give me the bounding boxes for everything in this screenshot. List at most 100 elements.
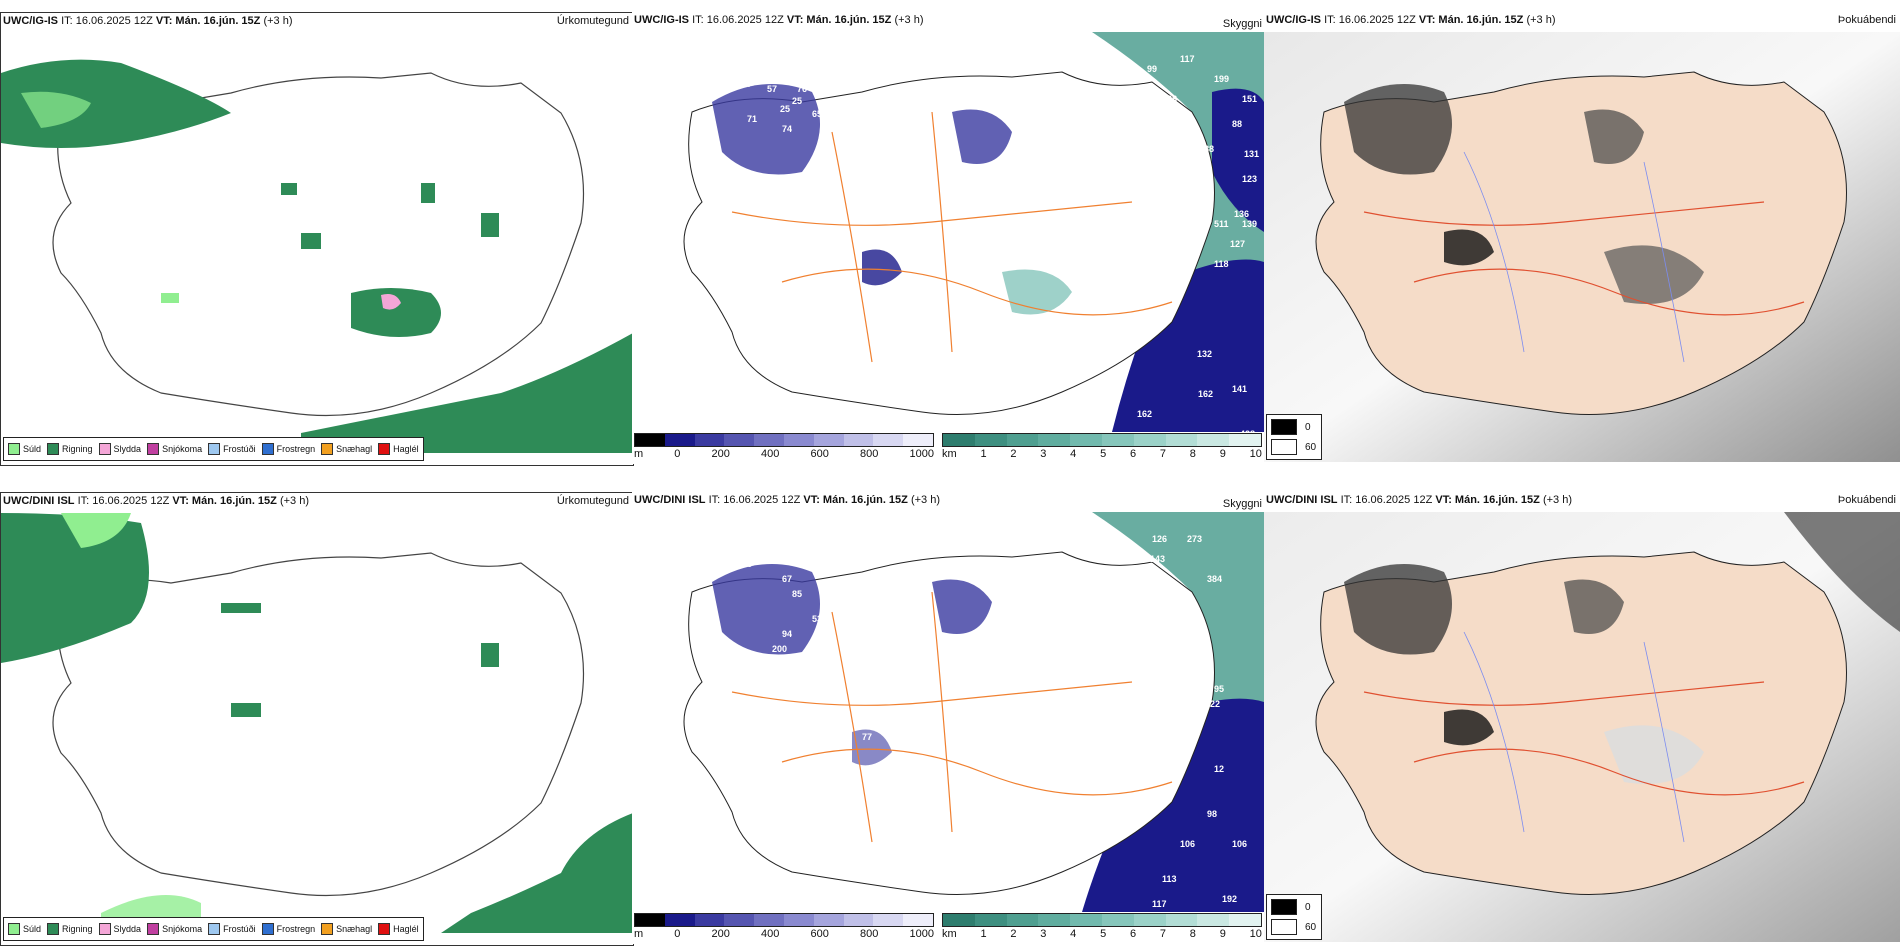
visibility-value-label: 77 [862, 732, 872, 742]
visibility-value-label: 66 [1110, 154, 1120, 164]
panel-type-label: Þokuábendi [1837, 494, 1896, 506]
visibility-value-label: 113 [1162, 874, 1177, 884]
panel-type-label: Þokuábendi [1837, 14, 1896, 26]
visibility-value-label: 12 [1214, 764, 1224, 774]
visibility-value-label: 162 [1137, 409, 1152, 419]
visibility-value-label: 132 [1197, 349, 1212, 359]
visibility-value-label: 62 [902, 579, 912, 589]
visibility-value-label: 162 [1198, 389, 1213, 399]
visibility-value-label: 143 [1150, 554, 1165, 564]
visibility-value-label: 86 [862, 619, 872, 629]
visibility-value-label: 71 [747, 114, 757, 124]
visibility-value-label: 43 [832, 239, 842, 249]
fog-map [1264, 32, 1900, 462]
legend-item: Frostúði [208, 443, 256, 455]
visibility-value-label: 91 [847, 134, 857, 144]
panel-title: UWC/DINI ISL IT: 16.06.2025 12Z VT: Mán.… [1266, 494, 1572, 506]
legend-item: Frostregn [261, 923, 315, 935]
visibility-value-label: 57 [767, 84, 777, 94]
visibility-value-label: 273 [1187, 534, 1202, 544]
legend-item: Snæhagl [321, 923, 372, 935]
visibility-value-label: 65 [812, 109, 822, 119]
visibility-value-label: 33 [1142, 149, 1152, 159]
visibility-value-label: 136 [1147, 569, 1162, 579]
visibility-value-label: 74 [782, 124, 792, 134]
row2-fog-panel: UWC/DINI ISL IT: 16.06.2025 12Z VT: Mán.… [1264, 492, 1900, 944]
fog-legend: 0 60 [1266, 414, 1322, 460]
visibility-value-label: 131 [1244, 149, 1259, 159]
panel-title: UWC/IG-IS IT: 16.06.2025 12Z VT: Mán. 16… [1266, 14, 1556, 26]
fog-map [1264, 512, 1900, 942]
visibility-value-label: 139 [1242, 219, 1257, 229]
legend-item: Snjókoma [147, 443, 202, 455]
visibility-value-label: 384 [1207, 574, 1222, 584]
row2-visibility-panel: UWC/DINI ISL IT: 16.06.2025 12Z VT: Mán.… [632, 492, 1264, 944]
visibility-value-label: 127 [1230, 239, 1245, 249]
elevation-scale: m 0 200 400 600 800 1000 [634, 913, 934, 940]
visibility-value-label: 428 [1240, 429, 1255, 432]
precip-legend: Súld Rigning Slydda Snjókoma Frostúði Fr… [3, 917, 424, 941]
legend-item: Frostregn [261, 443, 315, 455]
visibility-value-label: 141 [1232, 384, 1247, 394]
visibility-value-label: 58 [752, 64, 762, 74]
visibility-value-label: 98 [1207, 809, 1217, 819]
visibility-value-label: 95 [1214, 684, 1224, 694]
legend-item: Haglél [378, 443, 419, 455]
visibility-value-label: 94 [782, 629, 792, 639]
visibility-km-scale: km 1 2 3 4 5 6 7 8 9 10 [942, 913, 1262, 940]
visibility-value-label: 85 [792, 589, 802, 599]
visibility-value-label: 151 [1242, 94, 1257, 104]
visibility-value-label: 60 [907, 104, 917, 114]
legend-item: Haglél [378, 923, 419, 935]
visibility-value-label: 76 [797, 84, 807, 94]
panel-title: UWC/IG-IS IT: 16.06.2025 12Z VT: Mán. 16… [3, 15, 293, 27]
visibility-value-label: 511 [1214, 219, 1229, 229]
precip-legend: Súld Rigning Slydda Snjókoma Frostúði Fr… [3, 437, 424, 461]
visibility-value-label: 192 [1222, 894, 1237, 904]
visibility-value-label: 118 [1214, 259, 1229, 269]
legend-item: Snæhagl [321, 443, 372, 455]
visibility-value-label: 870 [1180, 634, 1195, 644]
legend-item: Slydda [98, 443, 141, 455]
legend-item: Rigning [47, 923, 93, 935]
legend-item: Rigning [47, 443, 93, 455]
row1-precip-panel: UWC/IG-IS IT: 16.06.2025 12Z VT: Mán. 16… [0, 12, 634, 466]
panel-type-label: Úrkomutegund [556, 495, 629, 507]
visibility-value-label: 106 [1232, 839, 1247, 849]
visibility-value-label: 117 [1180, 54, 1195, 64]
visibility-value-label: 62 [772, 544, 782, 554]
visibility-value-label: 57 [742, 79, 752, 89]
visibility-value-label: 67 [782, 574, 792, 584]
visibility-value-label: 199 [1214, 74, 1229, 84]
visibility-value-label: 117 [1152, 899, 1167, 909]
elevation-scale: m 0 200 400 600 800 1000 [634, 433, 934, 460]
visibility-value-label: 106 [1180, 839, 1195, 849]
panel-type-label: Úrkomutegund [556, 15, 629, 27]
visibility-value-label: 110 [1172, 124, 1187, 134]
legend-item: Frostúði [208, 923, 256, 935]
panel-type-label: Skyggni [1222, 498, 1262, 510]
panel-title: UWC/DINI ISL IT: 16.06.2025 12Z VT: Mán.… [3, 495, 309, 507]
legend-item: Súld [8, 923, 41, 935]
visibility-value-label: 99 [1147, 64, 1157, 74]
visibility-value-label: 88 [1232, 119, 1242, 129]
precip-map [1, 33, 633, 453]
visibility-value-label: 200 [772, 644, 787, 654]
row2-precip-panel: UWC/DINI ISL IT: 16.06.2025 12Z VT: Mán.… [0, 492, 634, 946]
visibility-value-label: 136 [1234, 209, 1249, 219]
visibility-value-label: 82 [842, 119, 852, 129]
visibility-value-label: 25 [780, 104, 790, 114]
visibility-value-label: 53 [812, 614, 822, 624]
visibility-map: 58 59 57 57 76 25 65 71 74 82 91 60 53 99 117 199 151 88 8… [632, 32, 1264, 432]
visibility-value-label: 59 [772, 69, 782, 79]
visibility-value-label: 22 [1210, 699, 1220, 709]
legend-item: Súld [8, 443, 41, 455]
precip-map [1, 513, 633, 933]
panel-title: UWC/DINI ISL IT: 16.06.2025 12Z VT: Mán.… [634, 494, 940, 506]
visibility-value-label: 95 [1112, 134, 1122, 144]
panel-title: UWC/IG-IS IT: 16.06.2025 12Z VT: Mán. 16… [634, 14, 924, 26]
fog-legend: 0 60 [1266, 894, 1322, 940]
visibility-value-label: 25 [792, 96, 802, 106]
row1-visibility-panel: UWC/IG-IS IT: 16.06.2025 12Z VT: Mán. 16… [632, 12, 1264, 464]
visibility-value-label: 53 [932, 102, 942, 112]
